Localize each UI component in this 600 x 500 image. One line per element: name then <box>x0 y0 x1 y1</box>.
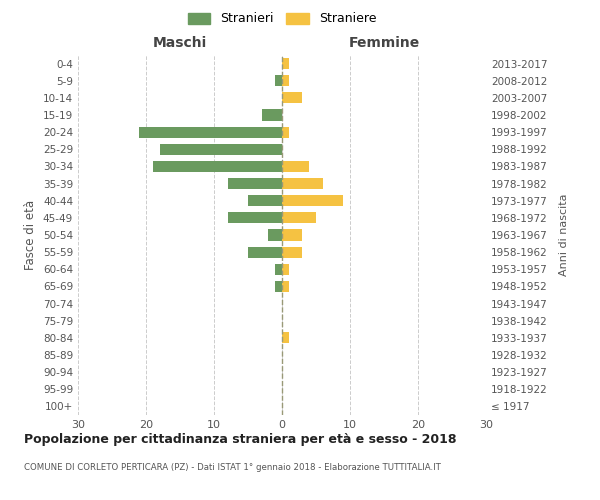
Bar <box>282 126 289 138</box>
Text: Popolazione per cittadinanza straniera per età e sesso - 2018: Popolazione per cittadinanza straniera p… <box>24 432 457 446</box>
Bar <box>282 332 289 344</box>
Text: Maschi: Maschi <box>153 36 207 50</box>
Bar <box>282 246 302 258</box>
Bar <box>282 178 323 189</box>
Bar <box>153 161 282 172</box>
Y-axis label: Fasce di età: Fasce di età <box>25 200 37 270</box>
Bar <box>262 110 282 120</box>
Bar <box>282 212 316 224</box>
Bar <box>248 195 282 206</box>
Bar <box>282 92 302 104</box>
Bar <box>139 126 282 138</box>
Y-axis label: Anni di nascita: Anni di nascita <box>559 194 569 276</box>
Legend: Stranieri, Straniere: Stranieri, Straniere <box>184 8 380 29</box>
Bar <box>268 230 282 240</box>
Bar <box>282 161 309 172</box>
Bar <box>282 58 289 69</box>
Bar <box>282 281 289 292</box>
Bar <box>282 230 302 240</box>
Text: Femmine: Femmine <box>349 36 419 50</box>
Bar <box>227 212 282 224</box>
Bar <box>275 75 282 86</box>
Bar <box>275 264 282 275</box>
Bar <box>275 281 282 292</box>
Bar <box>160 144 282 155</box>
Bar <box>227 178 282 189</box>
Text: COMUNE DI CORLETO PERTICARA (PZ) - Dati ISTAT 1° gennaio 2018 - Elaborazione TUT: COMUNE DI CORLETO PERTICARA (PZ) - Dati … <box>24 462 441 471</box>
Bar <box>282 195 343 206</box>
Bar <box>282 264 289 275</box>
Bar <box>248 246 282 258</box>
Bar <box>282 75 289 86</box>
